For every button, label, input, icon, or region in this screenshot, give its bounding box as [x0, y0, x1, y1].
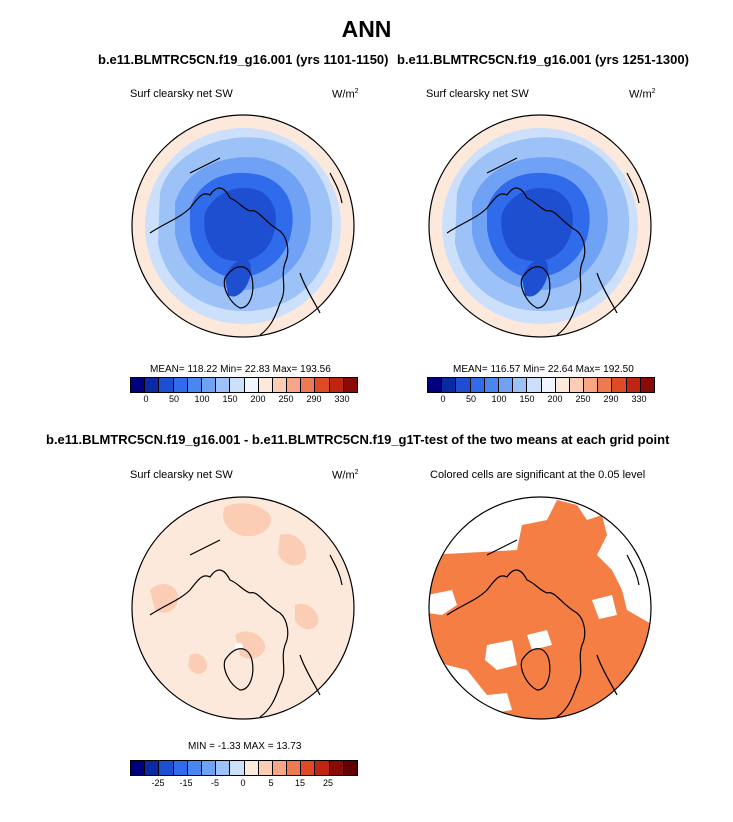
panel2-stats: MEAN= 116.57 Min= 22.64 Max= 192.50 [453, 364, 634, 375]
panel3-tick-1: -15 [179, 778, 193, 788]
panel4-insignificant-region6 [487, 693, 512, 713]
panel1-tick-5: 250 [278, 394, 294, 404]
panel1-stats: MEAN= 118.22 Min= 22.83 Max= 193.56 [150, 364, 331, 375]
panel2-units: W/m2 [629, 88, 656, 101]
panel4-insignificant-region1 [429, 590, 457, 615]
panel3-field-patch4 [235, 631, 266, 659]
panel4-significant-region [429, 500, 651, 719]
panel1-field-greenland [225, 258, 251, 297]
panel1-field-deep [204, 187, 276, 262]
panel3-units: W/m2 [332, 469, 359, 482]
panel4-insignificant-region3 [527, 630, 552, 650]
panel4-variable-label: Colored cells are significant at the 0.0… [430, 469, 646, 481]
panel3-polar-map [131, 496, 355, 720]
panel2-tick-1: 50 [465, 394, 477, 404]
panel1-tick-7: 330 [334, 394, 350, 404]
panel3-tick-2: -5 [210, 778, 220, 788]
panel4-insignificant-region2 [485, 640, 517, 670]
panel3-field-patch3 [150, 583, 179, 613]
panel2-colorbar [427, 377, 655, 393]
panel3-map-border [131, 496, 355, 720]
panel2-tick-4: 200 [547, 394, 563, 404]
panel1-units: W/m2 [332, 88, 359, 101]
panel1-tick-3: 150 [222, 394, 238, 404]
panel2-tick-3: 150 [519, 394, 535, 404]
panel1-tick-0: 0 [143, 394, 149, 404]
panel2-field-deep [501, 187, 573, 262]
panel1-polar-map [131, 114, 355, 338]
panel3-colorbar [130, 760, 358, 776]
panel4-insignificant-region4 [592, 595, 617, 619]
panel1-map-border [131, 114, 355, 338]
panel2-tick-2: 100 [491, 394, 507, 404]
panel2-map-border [428, 114, 652, 338]
panel1-colorbar [130, 377, 358, 393]
panel3-tick-6: 25 [322, 778, 334, 788]
panel1-coastlines [149, 157, 343, 336]
panel1-tick-1: 50 [168, 394, 180, 404]
panel4-coastlines [446, 539, 640, 718]
panel2-tick-7: 330 [631, 394, 647, 404]
panel3-tick-0: -25 [151, 778, 165, 788]
panel1-tick-4: 200 [250, 394, 266, 404]
figure-title: ANN [341, 16, 392, 42]
panel3-coastlines [149, 539, 343, 718]
panel2-coastlines [446, 157, 640, 336]
panel2-tick-0: 0 [440, 394, 446, 404]
panel3-title: b.e11.BLMTRC5CN.f19_g16.001 - b.e11.BLMT… [46, 432, 447, 447]
panel4-title: T-test of the two means at each grid poi… [413, 432, 670, 447]
panel2-tick-5: 250 [575, 394, 591, 404]
panel2-field-greenland [522, 258, 548, 297]
panel2-polar-map [428, 114, 652, 338]
panel3-variable-label: Surf clearsky net SW [130, 469, 233, 481]
panel1-tick-2: 100 [194, 394, 210, 404]
panel4-insignificant-region5 [612, 550, 639, 580]
panel3-field-patch1 [223, 503, 271, 537]
panel1-variable-label: Surf clearsky net SW [130, 88, 233, 100]
panel2-title: b.e11.BLMTRC5CN.f19_g16.001 (yrs 1251-13… [397, 52, 689, 67]
panel3-field-patch2 [278, 534, 306, 566]
panel1-tick-6: 290 [306, 394, 322, 404]
panel4-polar-map [428, 496, 652, 720]
panel4-map-border [428, 496, 652, 720]
panel3-tick-3: 0 [240, 778, 246, 788]
panel2-tick-6: 290 [603, 394, 619, 404]
panel3-tick-5: 15 [294, 778, 306, 788]
panel3-stats: MIN = -1.33 MAX = 13.73 [188, 741, 302, 752]
panel3-field-patch5 [295, 603, 319, 630]
panel2-variable-label: Surf clearsky net SW [426, 88, 529, 100]
panel3-tick-4: 5 [268, 778, 274, 788]
panel1-title: b.e11.BLMTRC5CN.f19_g16.001 (yrs 1101-11… [98, 52, 389, 67]
panel3-field-patch6 [188, 653, 207, 674]
